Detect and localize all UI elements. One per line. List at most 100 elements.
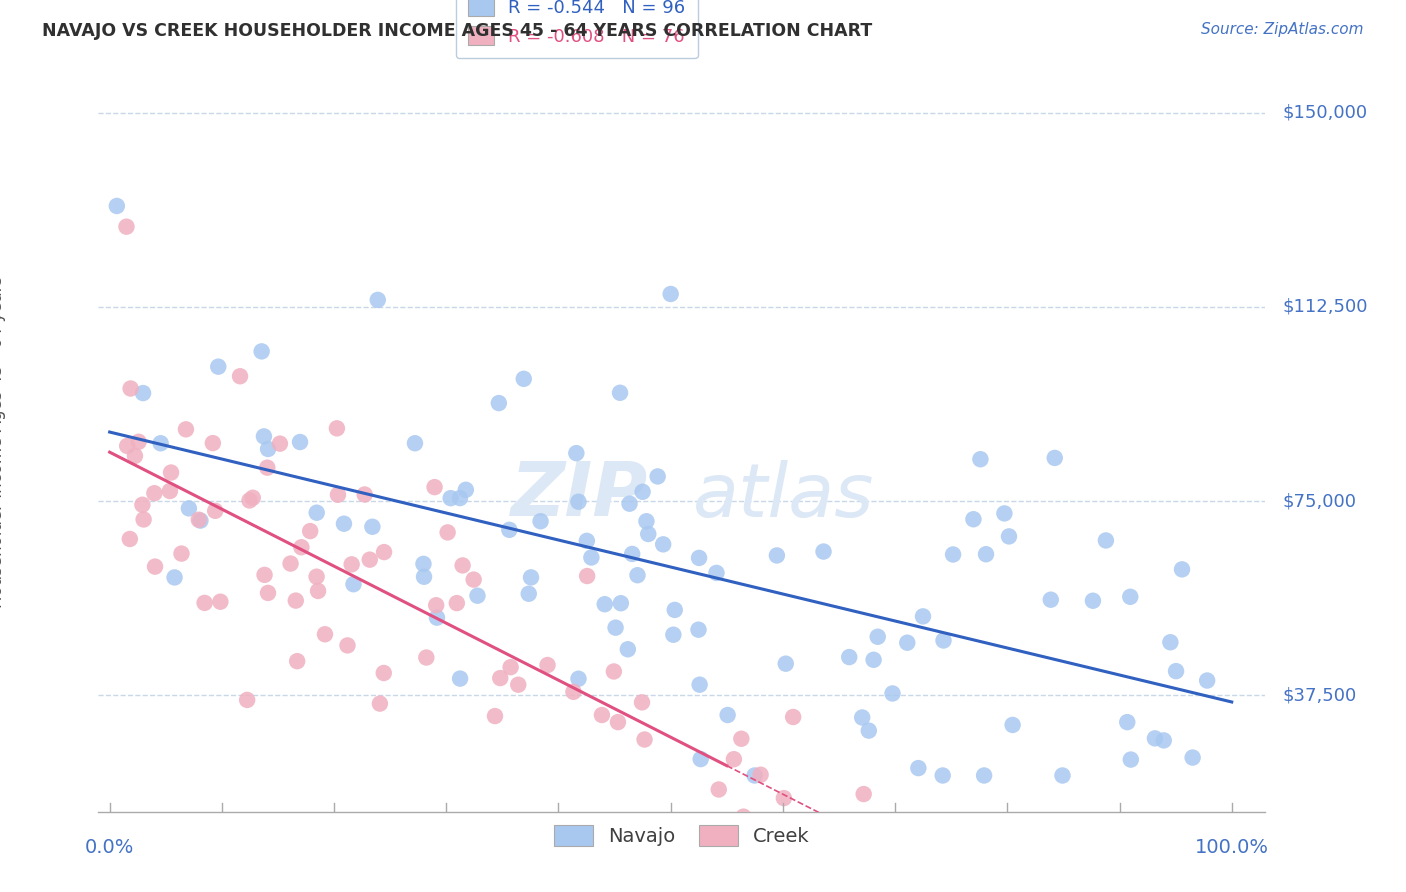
Point xyxy=(361,520,384,534)
Point xyxy=(285,654,308,668)
Point xyxy=(529,514,551,528)
Point xyxy=(449,672,471,686)
Point xyxy=(851,710,873,724)
Point xyxy=(143,559,166,574)
Point xyxy=(733,810,755,824)
Point xyxy=(120,382,142,396)
Point xyxy=(766,549,789,563)
Point xyxy=(1039,592,1062,607)
Point xyxy=(866,630,889,644)
Point xyxy=(911,609,934,624)
Point xyxy=(626,568,648,582)
Point xyxy=(412,557,434,571)
Point xyxy=(775,657,797,671)
Point xyxy=(209,595,232,609)
Point xyxy=(367,293,389,307)
Point xyxy=(838,650,860,665)
Point xyxy=(591,708,613,723)
Point xyxy=(688,550,710,565)
Point xyxy=(862,653,884,667)
Point xyxy=(593,597,616,611)
Point xyxy=(415,650,437,665)
Point xyxy=(631,695,654,709)
Point xyxy=(688,623,710,637)
Text: Source: ZipAtlas.com: Source: ZipAtlas.com xyxy=(1201,22,1364,37)
Point xyxy=(299,524,322,538)
Point xyxy=(633,732,655,747)
Point xyxy=(163,570,186,584)
Point xyxy=(1181,750,1204,764)
Point xyxy=(707,782,730,797)
Point xyxy=(177,501,200,516)
Point xyxy=(1119,590,1142,604)
Point xyxy=(513,372,536,386)
Point xyxy=(174,422,197,436)
Point xyxy=(423,480,446,494)
Point xyxy=(124,449,146,463)
Point xyxy=(1164,664,1187,678)
Text: NAVAJO VS CREEK HOUSEHOLDER INCOME AGES 45 - 64 YEARS CORRELATION CHART: NAVAJO VS CREEK HOUSEHOLDER INCOME AGES … xyxy=(42,22,873,40)
Point xyxy=(907,761,929,775)
Point xyxy=(236,693,259,707)
Point xyxy=(488,396,510,410)
Point xyxy=(484,709,506,723)
Point xyxy=(404,436,426,450)
Point xyxy=(105,199,128,213)
Point xyxy=(359,552,381,566)
Point xyxy=(1143,731,1166,746)
Point xyxy=(609,385,631,400)
Point xyxy=(962,512,984,526)
Text: Householder Income Ages 45 - 64 years: Householder Income Ages 45 - 64 years xyxy=(0,276,7,607)
Point xyxy=(520,570,543,584)
Point xyxy=(160,466,183,480)
Point xyxy=(149,436,172,450)
Point xyxy=(782,710,804,724)
Point xyxy=(253,429,276,443)
Text: $112,500: $112,500 xyxy=(1282,298,1368,316)
Point xyxy=(132,512,155,526)
Point xyxy=(508,678,530,692)
Point xyxy=(562,685,585,699)
Point xyxy=(610,596,633,610)
Point xyxy=(969,452,991,467)
Point xyxy=(449,491,471,505)
Point xyxy=(717,708,740,723)
Text: $37,500: $37,500 xyxy=(1282,686,1357,704)
Point xyxy=(446,596,468,610)
Point xyxy=(132,386,155,401)
Point xyxy=(576,569,599,583)
Point xyxy=(238,493,260,508)
Point xyxy=(664,603,686,617)
Point xyxy=(706,566,728,580)
Text: $75,000: $75,000 xyxy=(1282,492,1357,510)
Point xyxy=(603,665,626,679)
Point xyxy=(425,599,447,613)
Point xyxy=(567,494,589,508)
Point xyxy=(489,671,512,685)
Point xyxy=(257,442,280,456)
Legend: Navajo, Creek: Navajo, Creek xyxy=(546,817,818,854)
Point xyxy=(689,752,711,766)
Point xyxy=(305,506,328,520)
Point xyxy=(1159,635,1181,649)
Point xyxy=(368,697,391,711)
Point xyxy=(115,439,138,453)
Point xyxy=(288,435,311,450)
Point xyxy=(652,537,675,551)
Point xyxy=(723,752,745,766)
Point xyxy=(813,544,835,558)
Point xyxy=(689,678,711,692)
Point xyxy=(998,529,1021,543)
Point xyxy=(931,768,953,782)
Point xyxy=(170,547,193,561)
Point xyxy=(257,586,280,600)
Point xyxy=(1171,562,1194,576)
Point xyxy=(1043,450,1066,465)
Text: atlas: atlas xyxy=(693,460,875,532)
Point xyxy=(852,787,875,801)
Point xyxy=(436,525,458,540)
Point xyxy=(773,791,796,805)
Point xyxy=(353,487,375,501)
Point xyxy=(269,436,291,450)
Point xyxy=(499,660,522,674)
